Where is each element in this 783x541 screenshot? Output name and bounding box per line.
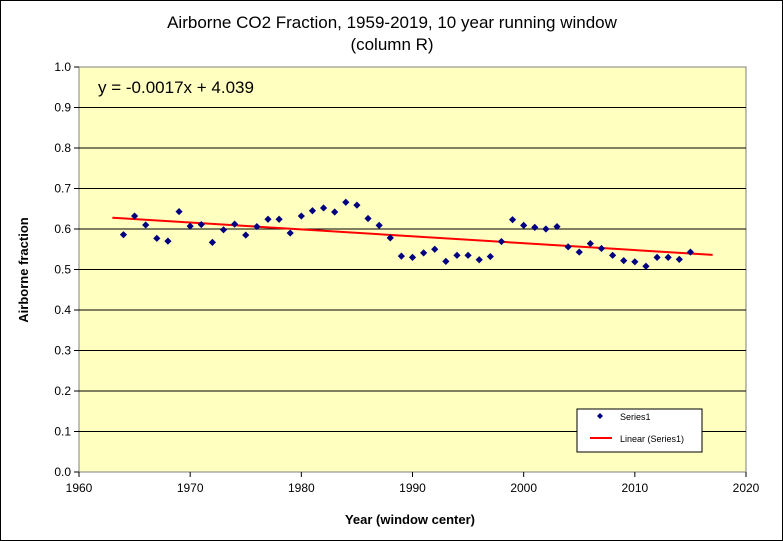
y-tick-label: 0.4 (54, 303, 71, 317)
data-point (531, 223, 539, 231)
x-tick-label: 1990 (399, 481, 426, 495)
data-point (286, 229, 294, 237)
data-point (631, 258, 639, 266)
data-point (186, 222, 194, 230)
data-point (464, 251, 472, 259)
data-point (586, 239, 594, 248)
data-point (564, 243, 572, 251)
data-point (353, 201, 361, 209)
gridlines (74, 66, 747, 477)
data-point (553, 222, 561, 231)
data-point (208, 238, 216, 246)
data-point (130, 212, 139, 220)
x-axis-title: Year (window center) (345, 512, 475, 527)
y-tick-label: 1.0 (54, 60, 71, 74)
data-point (319, 204, 328, 212)
y-tick-label: 0.9 (54, 101, 71, 115)
data-point (575, 248, 583, 256)
legend-linear-label: Linear (Series1) (620, 434, 684, 444)
data-point (642, 262, 650, 270)
chart-title-line1: Airborne CO2 Fraction, 1959-2019, 10 yea… (167, 13, 618, 32)
x-tick-labels: 1960 1970 1980 1990 2000 2010 2020 (66, 481, 760, 495)
trendline-layer (112, 216, 713, 256)
x-tick-label: 2000 (510, 481, 537, 495)
data-point (686, 248, 695, 256)
x-tick-label: 1970 (177, 481, 204, 495)
data-point (597, 244, 606, 253)
x-tick-label: 2010 (621, 481, 648, 495)
data-point (342, 198, 350, 206)
data-point (520, 221, 528, 229)
data-point (197, 220, 205, 229)
y-tick-labels: 0.0 0.1 0.2 0.3 0.4 0.5 0.6 0.7 0.8 0.9 1.0 (54, 60, 71, 479)
legend-series1-label: Series1 (620, 412, 651, 422)
data-point (542, 225, 550, 233)
data-point (386, 234, 394, 242)
data-point (242, 231, 250, 239)
data-point (153, 234, 161, 242)
data-point (397, 252, 405, 260)
data-point (375, 221, 383, 229)
data-point (264, 215, 272, 223)
data-point (275, 215, 283, 223)
data-point (420, 249, 428, 257)
y-axis-title: Airborne fraction (16, 217, 31, 323)
y-tick-label: 0.2 (54, 384, 71, 398)
data-point (653, 253, 661, 261)
y-tick-label: 0.6 (54, 222, 71, 236)
data-point (664, 253, 672, 261)
chart-title-line2: (column R) (350, 35, 433, 54)
data-point (675, 255, 683, 263)
data-point (164, 237, 172, 245)
y-tick-label: 0.5 (54, 263, 71, 277)
data-point (497, 237, 506, 246)
data-point (508, 216, 517, 224)
data-point (453, 251, 461, 259)
data-point (364, 214, 372, 223)
data-point (475, 256, 483, 264)
data-point (119, 231, 128, 239)
data-point (175, 207, 183, 216)
y-tick-label: 0.7 (54, 182, 71, 196)
data-point (442, 257, 450, 265)
data-point (308, 207, 317, 215)
trendline-equation: y = -0.0017x + 4.039 (98, 78, 254, 97)
x-tick-label: 1960 (66, 481, 93, 495)
trendline (112, 216, 713, 256)
y-tick-label: 0.0 (54, 465, 71, 479)
data-point (620, 256, 628, 265)
x-tick-label: 1980 (288, 481, 315, 495)
data-point (231, 220, 239, 228)
data-points (119, 198, 695, 270)
data-point (331, 208, 339, 216)
y-tick-label: 0.3 (54, 344, 71, 358)
y-tick-label: 0.1 (54, 425, 71, 439)
data-point (609, 251, 617, 259)
data-point (431, 245, 439, 253)
data-point (297, 212, 305, 220)
legend: Series1 Linear (Series1) (576, 408, 703, 453)
data-point (408, 253, 417, 261)
data-point (219, 226, 228, 234)
y-tick-label: 0.8 (54, 141, 71, 155)
data-point (142, 221, 150, 229)
data-point (253, 222, 261, 231)
data-point (486, 252, 494, 261)
x-tick-label: 2020 (733, 481, 760, 495)
legend-series1-marker (597, 413, 603, 419)
